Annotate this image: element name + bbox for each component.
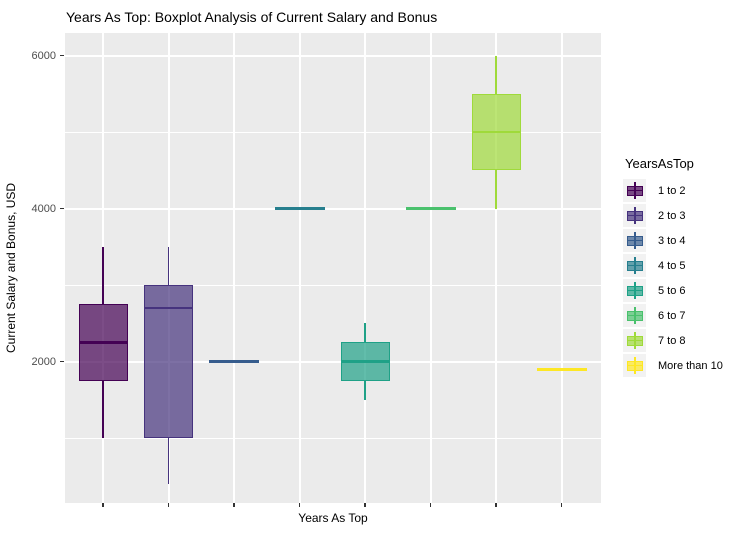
boxplot-lower-whisker — [364, 380, 366, 400]
x-tick-mark — [102, 503, 104, 507]
y-axis-title: Current Salary and Bonus, USD — [4, 182, 18, 354]
gridline-major-v — [298, 33, 301, 503]
legend-key — [623, 229, 646, 252]
plot-panel — [65, 33, 601, 503]
boxplot-upper-whisker — [167, 246, 170, 285]
legend-item: 1 to 2 — [623, 179, 750, 202]
boxplot-flat-line — [274, 207, 325, 210]
legend-item-label: 5 to 6 — [658, 284, 686, 297]
legend: YearsAsTop 1 to 2 2 to 3 3 to 4 4 to 5 5 to … — [623, 156, 750, 379]
legend-key — [623, 204, 646, 227]
legend-item-label: 6 to 7 — [658, 309, 686, 322]
legend-item: 6 to 7 — [623, 304, 750, 327]
legend-item-label: 4 to 5 — [658, 259, 686, 272]
legend-item: 2 to 3 — [623, 204, 750, 227]
legend-key — [623, 304, 646, 327]
boxplot-flat-line — [209, 360, 259, 363]
x-tick-mark — [298, 503, 301, 507]
gridline-minor-h — [65, 284, 601, 286]
boxplot-upper-whisker — [495, 55, 497, 94]
x-tick-mark — [233, 503, 235, 507]
boxplot-box — [144, 285, 193, 438]
boxplot-lower-whisker — [167, 438, 170, 484]
gridline-major-v — [495, 33, 497, 503]
boxplot-median — [144, 306, 193, 310]
legend-item-label: More than 10 — [658, 359, 723, 372]
y-tick-label: 2000 — [31, 355, 56, 368]
x-tick-mark — [364, 503, 366, 507]
gridline-major-v — [364, 33, 366, 503]
legend-key — [623, 279, 646, 302]
legend-key-median — [627, 289, 642, 292]
y-tick-label: 4000 — [31, 202, 56, 215]
legend-item-label: 1 to 2 — [658, 184, 686, 197]
legend-items: 1 to 2 2 to 3 3 to 4 4 to 5 5 to 6 6 to 7 7 to… — [623, 179, 750, 377]
boxplot-upper-whisker — [364, 323, 366, 343]
legend-item: 5 to 6 — [623, 279, 750, 302]
y-tick-mark — [60, 360, 64, 363]
boxplot-median — [78, 341, 128, 344]
legend-key — [623, 354, 646, 377]
boxplot-lower-whisker — [102, 380, 104, 438]
legend-item: 3 to 4 — [623, 229, 750, 252]
gridline-major-v — [560, 33, 563, 503]
legend-item: More than 10 — [623, 354, 750, 377]
gridline-major-h — [65, 54, 601, 57]
y-tick-label: 6000 — [31, 49, 56, 62]
legend-item: 7 to 8 — [623, 329, 750, 352]
legend-title: YearsAsTop — [625, 156, 694, 171]
y-tick-mark — [60, 207, 64, 210]
chart-title: Years As Top: Boxplot Analysis of Curren… — [66, 9, 438, 25]
boxplot-median — [471, 130, 521, 134]
x-tick-mark — [495, 503, 497, 507]
boxplot-median — [340, 360, 390, 363]
legend-key — [623, 179, 646, 202]
legend-item-label: 3 to 4 — [658, 234, 686, 247]
boxplot-lower-whisker — [495, 170, 497, 209]
legend-item: 4 to 5 — [623, 254, 750, 277]
legend-key-median — [627, 364, 642, 367]
legend-key-median — [627, 214, 642, 217]
gridline-major-v — [429, 33, 432, 503]
gridline-major-h — [65, 360, 601, 363]
legend-item-label: 2 to 3 — [658, 209, 686, 222]
gridline-major-h — [65, 207, 601, 210]
gridline-minor-h — [65, 131, 601, 133]
legend-key — [623, 329, 646, 352]
y-tick-mark — [60, 54, 64, 57]
x-tick-mark — [560, 503, 563, 507]
boxplot-flat-line — [536, 367, 587, 371]
legend-key-median — [627, 339, 642, 342]
legend-item-label: 7 to 8 — [658, 334, 686, 347]
x-tick-mark — [429, 503, 432, 507]
gridline-major-v — [233, 33, 235, 503]
legend-key — [623, 254, 646, 277]
x-axis-title: Years As Top — [298, 511, 368, 525]
legend-key-median — [627, 314, 642, 317]
legend-key-median — [627, 264, 642, 267]
legend-key-median — [627, 189, 642, 192]
x-tick-mark — [167, 503, 170, 507]
legend-key-median — [627, 239, 642, 242]
gridline-minor-h — [65, 437, 601, 439]
boxplot-flat-line — [405, 207, 456, 210]
boxplot-upper-whisker — [102, 246, 104, 305]
